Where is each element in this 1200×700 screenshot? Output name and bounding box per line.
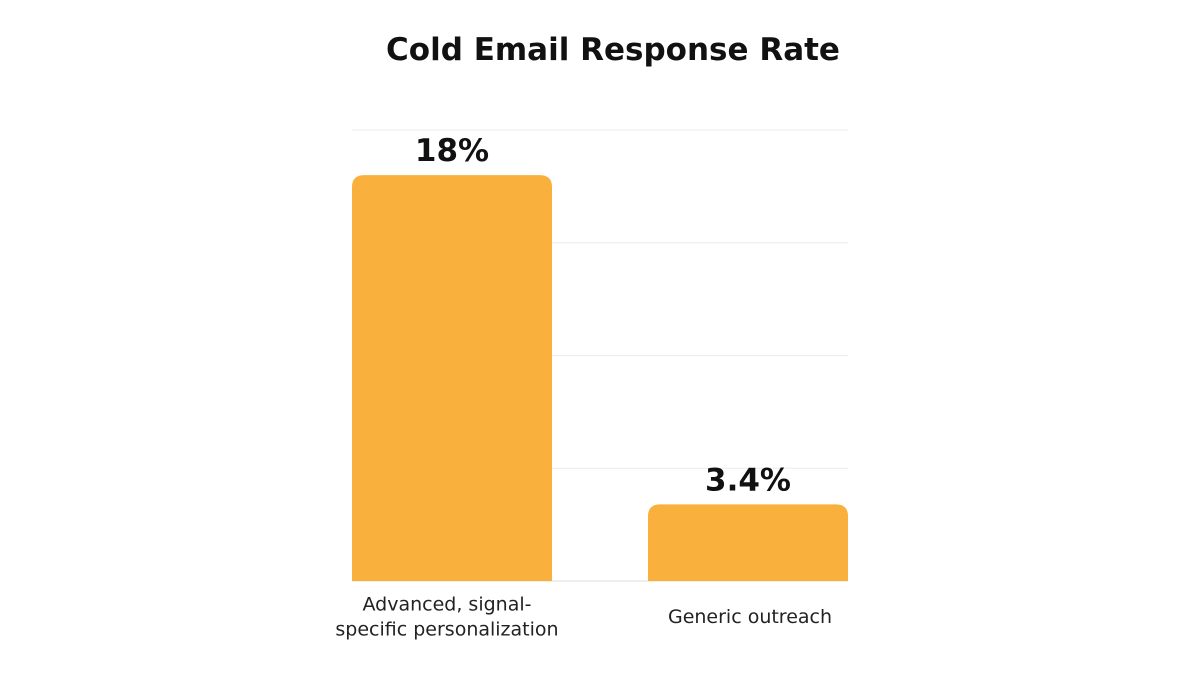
chart-title: Cold Email Response Rate: [386, 32, 840, 68]
value-label: 3.4%: [705, 462, 791, 498]
bar: [352, 175, 552, 581]
category-label-line: Advanced, signal-: [363, 593, 532, 615]
category-labels: Advanced, signal-specific personalizatio…: [335, 593, 832, 640]
value-label: 18%: [415, 133, 489, 169]
category-label: Generic outreach: [668, 606, 832, 628]
category-label: Advanced, signal-specific personalizatio…: [335, 593, 558, 640]
bars: [352, 175, 848, 581]
value-labels: 18% 3.4%: [415, 133, 791, 498]
bar: [648, 504, 848, 581]
category-label-line: specific personalization: [335, 618, 558, 640]
category-label-line: Generic outreach: [668, 606, 832, 628]
